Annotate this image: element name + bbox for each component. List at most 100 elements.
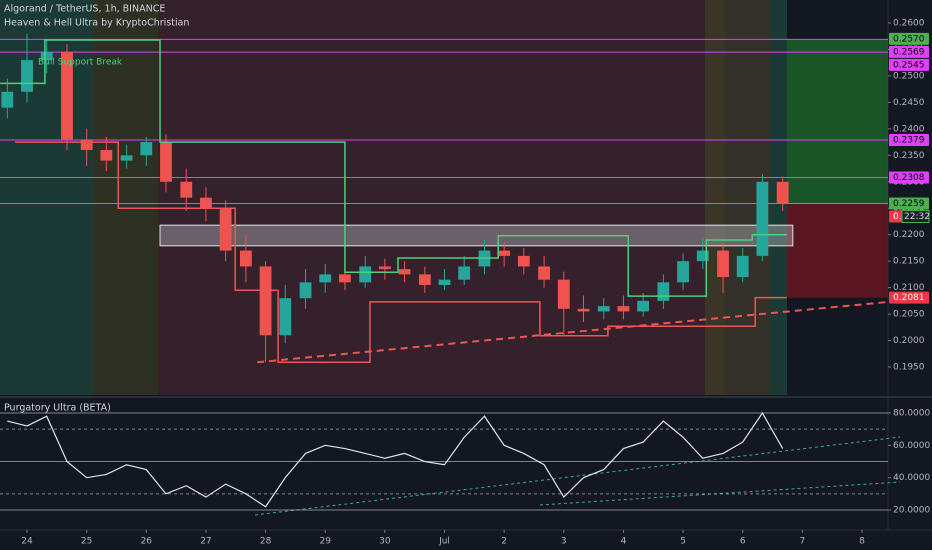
price-tag [889,32,929,45]
y-tick-label: 0.2600 [893,19,925,29]
candle-body [657,282,670,301]
x-tick-label: 5 [680,537,686,547]
price-tag [889,133,929,146]
trend-line [254,436,901,516]
price-tag [889,197,929,210]
candle-body [140,142,153,156]
y-tick-label: 0.1950 [893,363,925,373]
x-tick-label: 7 [799,537,805,547]
candle-body [418,274,431,285]
price-tag [889,171,929,184]
y-tick-label: 60.0000 [893,441,930,451]
candle-body [557,279,570,309]
candle-body [180,181,193,198]
y-tick-label: 0.2100 [893,283,925,293]
candle-body [736,255,749,278]
candle-body [120,155,133,161]
price-tag-label: 0.2308 [893,173,925,183]
indicator-title: Heaven & Hell Ultra by KryptoChristian [4,18,189,29]
price-tag [889,291,929,304]
y-tick-label: 0.2450 [893,98,925,108]
candle-body [319,274,332,283]
x-tick-label: 26 [141,537,153,547]
candle-body [259,266,272,336]
x-tick-label: 30 [379,537,391,547]
price-tag [889,58,929,71]
x-tick-label: 3 [561,537,567,547]
candle-body [597,306,610,312]
step-line [15,141,787,363]
trend-line [257,300,889,364]
candle-body [517,255,530,267]
candle-body [577,308,590,312]
zone-bear [158,0,705,395]
countdown-tag [901,209,930,223]
candle-body [160,142,172,182]
x-tick-label: 24 [21,537,33,547]
candle-body [458,266,471,280]
candle-body [61,52,73,140]
stop-zone [786,203,888,298]
annotation: Bull Support Break [38,58,123,68]
candle-body [299,282,312,299]
x-tick-label: 25 [81,537,92,547]
candle-body [80,139,93,151]
x-tick-label: 8 [859,537,865,547]
zone-neutral [93,0,158,395]
candle-body [200,197,212,209]
y-tick-label: 40.0000 [893,473,930,483]
candle-body [696,250,709,262]
candle-body [378,266,391,270]
oscillator-title: Purgatory Ultra (BETA) [4,403,111,414]
y-tick-label: 0.2000 [893,336,925,346]
step-line [0,39,787,297]
x-tick-label: 29 [319,537,331,547]
candle-body [1,91,14,108]
candle-body [756,181,769,256]
candle-body [538,266,551,280]
candle-body [438,279,451,285]
x-tick-label: 28 [260,537,272,547]
candle-body [617,306,630,312]
candle-body [359,266,372,283]
candle-body [219,208,232,251]
x-tick-label: 4 [621,537,627,547]
x-tick-label: Jul [438,537,450,547]
countdown: 22:32 [904,212,930,222]
price-tag-label: 0.2569 [893,47,925,57]
candle-body [21,60,33,92]
x-tick-label: 27 [200,537,211,547]
x-tick-label: 6 [740,537,746,547]
candle-body [637,300,650,312]
price-tag-label: 0.2379 [893,135,925,145]
price-tag [889,45,929,58]
candle-body [239,250,252,267]
candle-body [398,269,411,275]
target-zone [786,38,888,204]
candle-body [776,181,789,204]
candle-body [717,250,729,278]
price-tag-label: 0.2081 [893,293,925,303]
y-tick-label: 0.2050 [893,310,925,320]
y-tick-label: 0.2400 [893,124,925,134]
oscillator-line [7,411,784,508]
price-tag-label: 0.2570 [893,34,925,44]
chart-title: Algorand / TetherUS, 1h, BINANCE [4,4,165,15]
price-tag-label: 0.2259 [893,199,925,209]
candle-body [100,150,113,161]
candle-body [339,274,351,283]
y-tick-label: 0.2200 [893,230,925,240]
candle-body [498,250,511,256]
range-box [159,224,794,247]
price-tag-label: 0.2545 [893,60,925,70]
content: 0.1950 0.2000 0.2050 0.2100 0.2150 0.2200 0.22… [0,19,930,547]
candle-body [677,261,689,283]
x-tick-label: 2 [501,537,507,547]
candle-body [40,52,53,61]
zone-neutral [705,0,725,395]
candle-body [279,298,292,336]
y-tick-label: 0.2500 [893,71,925,81]
y-tick-label: 80.0000 [893,408,930,418]
y-tick-label: 0.2150 [893,257,925,267]
